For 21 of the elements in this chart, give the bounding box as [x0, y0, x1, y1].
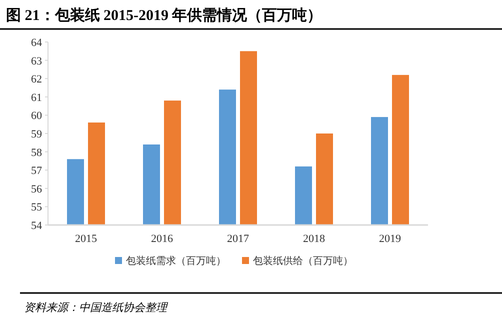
y-tick-label: 56 [31, 183, 42, 196]
plot: 54 55 56 57 58 59 60 61 62 63 64 2015 2016 2017 2018 2019 [31, 37, 428, 245]
legend-label: 包装纸需求（百万吨） [126, 255, 226, 267]
y-tick-label: 63 [31, 55, 42, 68]
chart-title: 图 21：包装纸 2015-2019 年供需情况（百万吨） [6, 7, 322, 24]
y-tick-label: 55 [31, 202, 42, 214]
x-tick-label: 2019 [379, 233, 402, 245]
y-tick-label: 59 [31, 128, 42, 140]
x-tick-label: 2017 [227, 233, 250, 245]
x-tick-label: 2016 [151, 233, 174, 245]
y-tick-label: 60 [31, 110, 42, 122]
y-tick-label: 54 [31, 220, 42, 232]
y-tick-label: 57 [31, 165, 42, 178]
y-tick-label: 58 [31, 146, 42, 159]
x-tick-label: 2018 [303, 233, 326, 245]
y-tick-label: 61 [31, 92, 42, 104]
x-tick-label: 2015 [75, 233, 98, 245]
text: 资料来源：中国造纸协会整理 [24, 301, 169, 314]
legend-label: 包装纸供给（百万吨） [253, 255, 353, 267]
y-tick-label: 62 [31, 74, 42, 86]
y-tick-label: 64 [31, 37, 42, 49]
